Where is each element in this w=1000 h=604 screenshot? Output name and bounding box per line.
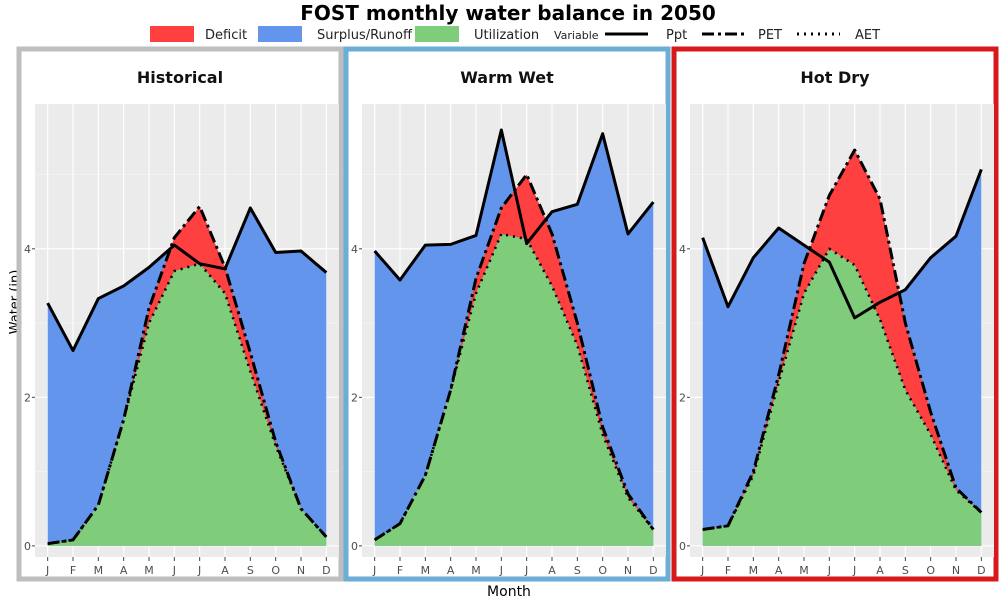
panel-1: Historical 0 2 4 J F M A M J J A S O N D [16, 46, 344, 582]
line-pet [373, 173, 655, 542]
x-tick-label: A [876, 564, 884, 577]
x-tick-label: O [926, 564, 935, 577]
x-tick-label: J [172, 564, 176, 577]
x-tick-label: M [144, 564, 154, 577]
x-tick-label: D [322, 564, 330, 577]
x-tick-label: M [94, 564, 104, 577]
y-tick-label: 2 [679, 391, 686, 404]
x-tick-label: M [421, 564, 431, 577]
legend-label-1: Surplus/Runoff [317, 28, 413, 43]
y-tick-label: 4 [24, 243, 31, 256]
x-tick-label: A [221, 564, 229, 577]
line-aet [373, 232, 655, 542]
line-aet [702, 247, 983, 531]
legend-label-2: Utilization [474, 28, 539, 43]
x-tick-label: N [952, 564, 960, 577]
x-tick-label: S [247, 564, 254, 577]
x-tick-label: A [447, 564, 455, 577]
legend-swatch-1 [258, 26, 302, 42]
line-ppt [373, 128, 655, 282]
x-tick-label: F [725, 564, 731, 577]
x-tick-label: N [297, 564, 305, 577]
chart-title: FOST monthly water balance in 2050 [300, 1, 716, 25]
legend: Deficit Surplus/Runoff Utilization Variable… [150, 26, 880, 43]
line-ppt [46, 206, 328, 353]
y-tick-label: 0 [351, 540, 358, 553]
legend-line-title: Variable [554, 29, 599, 42]
x-tick-label: J [197, 564, 201, 577]
legend-line-label-1: PET [758, 28, 782, 43]
line-pet [702, 148, 983, 532]
y-tick-label: 0 [679, 540, 686, 553]
x-tick-label: J [524, 564, 528, 577]
utilization-area [702, 248, 982, 546]
utilization-area [47, 263, 327, 546]
x-tick-label: O [271, 564, 280, 577]
legend-line-label-0: Ppt [666, 28, 687, 43]
legend-label-0: Deficit [205, 28, 247, 43]
x-tick-label: J [852, 564, 856, 577]
x-tick-label: A [120, 564, 128, 577]
legend-line-label-2: AET [855, 28, 880, 43]
y-tick-label: 0 [24, 540, 31, 553]
utilization-area [374, 233, 654, 546]
panel-2: Warm Wet 0 2 4 J F M A M J J A S O N D [343, 46, 671, 582]
x-tick-label: O [598, 564, 607, 577]
x-tick-label: J [372, 564, 376, 577]
legend-swatch-2 [415, 26, 459, 42]
x-tick-label: A [548, 564, 556, 577]
legend-swatch-0 [150, 26, 194, 42]
y-tick-label: 4 [679, 243, 686, 256]
x-tick-label: M [471, 564, 481, 577]
x-axis-title: Month [487, 584, 531, 600]
x-tick-label: N [624, 564, 632, 577]
y-tick-label: 2 [351, 391, 358, 404]
x-tick-label: J [827, 564, 831, 577]
panel-title: Warm Wet [460, 68, 554, 87]
x-tick-label: D [649, 564, 657, 577]
x-tick-label: F [70, 564, 76, 577]
deficit-area [702, 150, 982, 530]
panel-title: Hot Dry [800, 68, 870, 87]
x-tick-label: F [397, 564, 403, 577]
panel-3: Hot Dry 0 2 4 J F M A M J J A S O N D [671, 46, 999, 582]
line-pet [47, 204, 328, 546]
line-ppt [701, 168, 983, 320]
x-tick-label: A [775, 564, 783, 577]
x-tick-label: J [45, 564, 49, 577]
x-tick-label: D [977, 564, 985, 577]
x-tick-label: M [799, 564, 809, 577]
y-tick-label: 4 [351, 243, 358, 256]
x-tick-label: S [574, 564, 581, 577]
x-tick-label: J [499, 564, 503, 577]
panel-title: Historical [137, 68, 223, 87]
x-tick-label: M [749, 564, 759, 577]
y-tick-label: 2 [24, 391, 31, 404]
x-tick-label: S [902, 564, 909, 577]
x-tick-label: J [700, 564, 704, 577]
